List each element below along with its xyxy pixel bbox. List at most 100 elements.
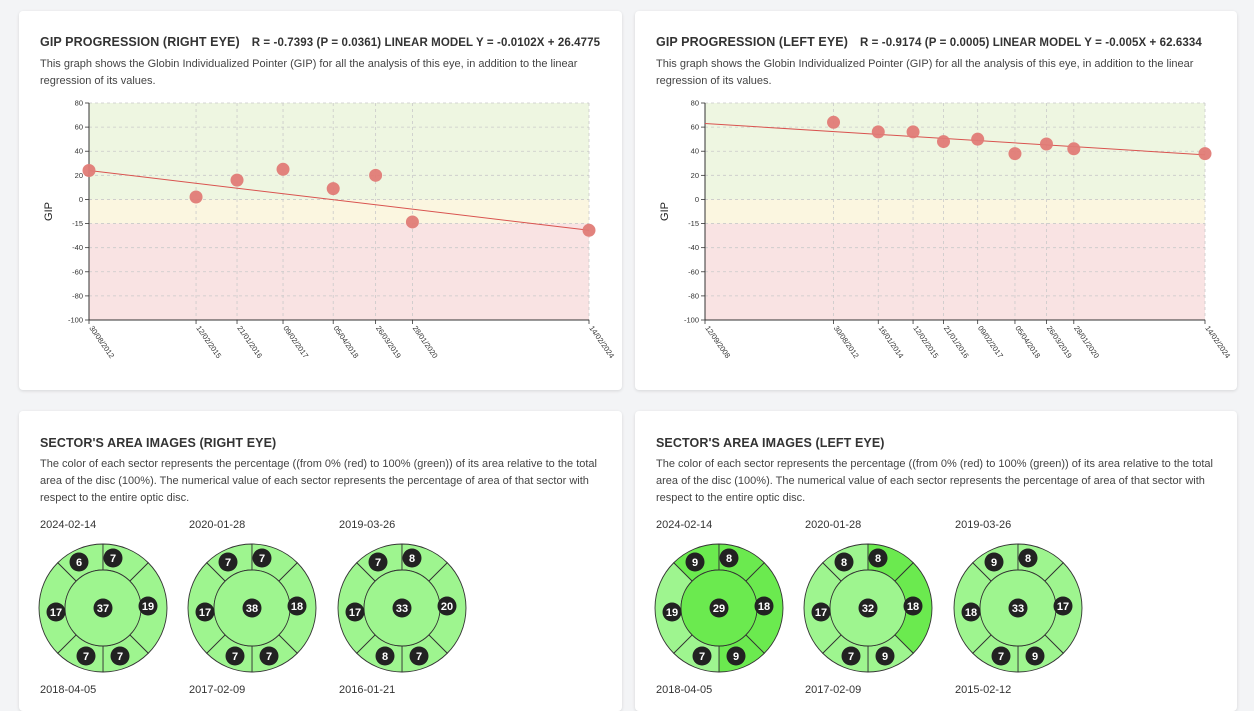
gip-left-xtick-label: 05/04/2018 [1013, 324, 1042, 360]
sector-left-top-badge-value: 8 [1025, 553, 1031, 565]
gip-left-y-label: GIP [659, 202, 671, 221]
gip-right-ytick-label: -40 [72, 243, 83, 252]
gip-left-xtick-label: 14/02/2024 [1203, 324, 1232, 360]
gip-left-ytick-label: 60 [691, 123, 699, 132]
sector-left-bottom-right-badge: 9 [1025, 646, 1045, 666]
gip-right-ytick-label: 0 [79, 195, 83, 204]
sector-right-bottom-left-badge-value: 7 [83, 651, 89, 663]
sector-left-description: The color of each sector represents the … [656, 458, 1213, 504]
sector-right-disc-date: 2024-02-14 [40, 519, 97, 531]
sector-right-left-badge-value: 17 [50, 607, 62, 619]
gip-right-band [89, 199, 589, 224]
sector-right-top-left-badge: 7 [218, 552, 238, 572]
sector-left-top-left-badge-value: 9 [692, 557, 698, 569]
sector-left-title: SECTOR'S AREA IMAGES (LEFT EYE) [656, 436, 885, 450]
sector-right-top-left-badge-value: 6 [76, 557, 82, 569]
gip-left-chart: 80 60 40 20 0 -15 -40 -60 -80 -100 12/09/2008 30/08… [659, 99, 1232, 360]
gip-left-point [1198, 147, 1212, 161]
sector-left-center-badge-value: 29 [713, 603, 725, 615]
sector-left-card: SECTOR'S AREA IMAGES (LEFT EYE) The colo… [635, 411, 1237, 711]
gip-right-ytick-label: -15 [72, 219, 83, 228]
sector-right-disc: 38 7 7 18 7 7 17 [187, 543, 317, 673]
sector-right-right-badge: 18 [287, 596, 307, 616]
sector-right-left-badge: 17 [195, 602, 215, 622]
sector-left-bottom-right-badge: 9 [875, 646, 895, 666]
sector-right-left-badge-value: 17 [199, 607, 211, 619]
gip-right-xtick-label: 12/02/2015 [194, 324, 223, 360]
sector-left-top-badge: 8 [868, 548, 888, 568]
gip-left-description: This graph shows the Globin Individualiz… [656, 58, 1194, 87]
sector-left-disc-date: 2020-01-28 [805, 519, 862, 531]
gip-right-xtick-label: 28/01/2020 [411, 324, 440, 360]
gip-left-point [871, 125, 885, 139]
sector-left-bottom-left-badge-value: 7 [848, 651, 854, 663]
gip-left-ytick-label: 80 [691, 99, 699, 108]
sector-left-disc-date: 2018-04-05 [656, 684, 713, 696]
sector-left-center-badge: 33 [1008, 598, 1028, 618]
sector-left-disc: 32 8 8 18 9 7 17 [803, 543, 933, 673]
gip-right-trendline [88, 170, 590, 231]
sector-right-top-badge: 7 [252, 548, 272, 568]
gip-right-ytick-label: -80 [72, 291, 83, 300]
sector-left-disc-date: 2019-03-26 [955, 519, 1012, 531]
sector-left-disc-date: 2015-02-12 [955, 684, 1012, 696]
sector-right-top-badge-value: 8 [409, 553, 415, 565]
gip-left-xtick-label: 12/02/2015 [911, 324, 940, 360]
gip-right-ytick-label: 80 [75, 99, 83, 108]
gip-right-point [82, 164, 96, 178]
gip-right-xtick-label: 09/02/2017 [281, 324, 310, 360]
sector-right-bottom-right-badge: 7 [409, 646, 429, 666]
sector-right-top-badge: 7 [103, 548, 123, 568]
gip-left-ytick-label: 0 [695, 195, 699, 204]
gip-right-ytick-label: -60 [72, 267, 83, 276]
gip-right-point [582, 223, 596, 237]
sector-right-bottom-right-badge-value: 7 [266, 651, 272, 663]
gip-left-ytick-label: -80 [688, 291, 699, 300]
sector-left-left-badge-value: 19 [666, 607, 678, 619]
gip-left-point [1039, 137, 1053, 151]
sector-left-right-badge: 18 [754, 596, 774, 616]
sector-right-description: The color of each sector represents the … [40, 458, 597, 504]
gip-right-ytick-label: 40 [75, 147, 83, 156]
sector-right-disc-date: 2016-01-21 [339, 684, 396, 696]
sector-right-center-badge-value: 38 [246, 603, 258, 615]
gip-left-ytick-label: -100 [684, 316, 699, 325]
gip-left-point [971, 132, 985, 146]
sector-right-left-badge-value: 17 [349, 607, 361, 619]
gip-left-ytick-label: 20 [691, 171, 699, 180]
sector-right-bottom-right-badge: 7 [110, 646, 130, 666]
sector-right-bottom-right-badge-value: 7 [416, 651, 422, 663]
sector-right-right-badge: 19 [138, 596, 158, 616]
gip-right-xtick-label: 26/03/2019 [374, 324, 403, 360]
sector-left-top-badge: 8 [1018, 548, 1038, 568]
sector-right-top-badge: 8 [402, 548, 422, 568]
gip-right-y-label: GIP [43, 202, 55, 221]
sector-right-top-left-badge: 7 [368, 552, 388, 572]
gip-right-card: GIP PROGRESSION (RIGHT EYE) R = -0.7393 (… [19, 11, 622, 390]
sector-right-bottom-left-badge-value: 7 [232, 651, 238, 663]
sector-left-bottom-right-badge-value: 9 [882, 651, 888, 663]
sector-left-center-badge-value: 33 [1012, 603, 1024, 615]
sector-right-bottom-left-badge-value: 8 [382, 651, 388, 663]
sector-right-left-badge: 17 [345, 602, 365, 622]
sector-left-center-badge: 29 [709, 598, 729, 618]
sector-right-card: SECTOR'S AREA IMAGES (RIGHT EYE) The col… [19, 411, 622, 711]
sector-left-disc-date: 2024-02-14 [656, 519, 713, 531]
sector-left-bottom-left-badge-value: 7 [998, 651, 1004, 663]
sector-left-top-left-badge-value: 8 [841, 557, 847, 569]
gip-right-point [189, 190, 203, 204]
sector-right-right-badge: 20 [437, 596, 457, 616]
gip-left-point [827, 115, 841, 129]
sector-left-right-badge-value: 17 [1057, 601, 1069, 613]
gip-left-point [1067, 142, 1081, 156]
gip-left-xtick-label: 26/03/2019 [1045, 324, 1074, 360]
gip-right-point [276, 162, 290, 176]
sector-right-right-badge-value: 18 [291, 601, 303, 613]
sector-left-left-badge-value: 18 [965, 607, 977, 619]
sector-left-right-badge-value: 18 [758, 601, 770, 613]
sector-left-bottom-right-badge: 9 [726, 646, 746, 666]
gip-right-xtick-label: 14/02/2024 [587, 324, 616, 360]
sector-left-right-badge: 18 [903, 596, 923, 616]
sector-left-left-badge: 19 [662, 602, 682, 622]
gip-right-xtick-label: 05/04/2018 [332, 324, 361, 360]
